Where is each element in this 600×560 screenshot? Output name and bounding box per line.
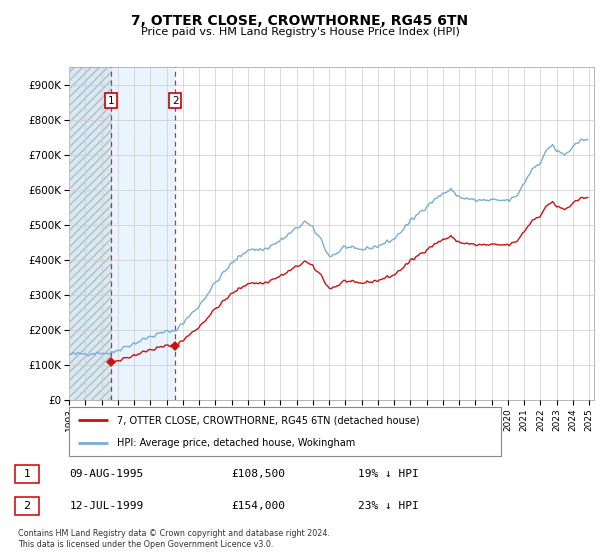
Text: 23% ↓ HPI: 23% ↓ HPI [358, 501, 418, 511]
Text: HPI: Average price, detached house, Wokingham: HPI: Average price, detached house, Woki… [116, 438, 355, 448]
Text: 1: 1 [23, 469, 31, 479]
Text: 1: 1 [108, 96, 115, 105]
Bar [15, 465, 39, 483]
Text: 7, OTTER CLOSE, CROWTHORNE, RG45 6TN (detached house): 7, OTTER CLOSE, CROWTHORNE, RG45 6TN (de… [116, 416, 419, 426]
Text: 19% ↓ HPI: 19% ↓ HPI [358, 469, 418, 479]
Text: 7, OTTER CLOSE, CROWTHORNE, RG45 6TN: 7, OTTER CLOSE, CROWTHORNE, RG45 6TN [131, 14, 469, 28]
Text: £108,500: £108,500 [231, 469, 285, 479]
Text: 2: 2 [172, 96, 178, 105]
Text: 12-JUL-1999: 12-JUL-1999 [70, 501, 144, 511]
Text: £154,000: £154,000 [231, 501, 285, 511]
Bar [69, 67, 111, 400]
Text: 09-AUG-1995: 09-AUG-1995 [70, 469, 144, 479]
Text: Contains HM Land Registry data © Crown copyright and database right 2024.
This d: Contains HM Land Registry data © Crown c… [18, 529, 330, 549]
Bar [15, 497, 39, 515]
Bar [111, 67, 175, 400]
Text: Price paid vs. HM Land Registry's House Price Index (HPI): Price paid vs. HM Land Registry's House … [140, 27, 460, 37]
Text: 2: 2 [23, 501, 31, 511]
